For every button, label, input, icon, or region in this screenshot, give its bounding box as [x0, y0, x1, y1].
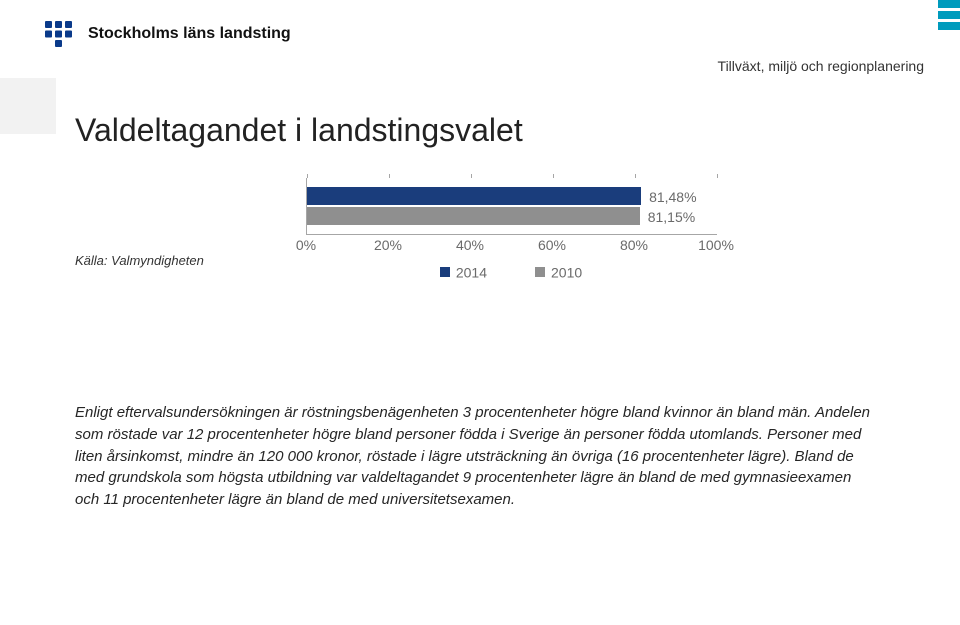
legend-swatch — [535, 267, 545, 277]
legend-label: 2010 — [551, 264, 582, 280]
legend-item: 2010 — [535, 263, 582, 280]
org-name: Stockholms läns landsting — [88, 25, 291, 43]
gray-accent-block — [0, 78, 56, 134]
x-tick-label: 80% — [620, 237, 648, 253]
body-text: Enligt eftervalsundersökningen är röstni… — [75, 402, 875, 511]
x-tick-label: 0% — [296, 237, 316, 253]
x-tick-label: 20% — [374, 237, 402, 253]
x-tick-label: 60% — [538, 237, 566, 253]
department-label: Tillväxt, miljö och regionplanering — [718, 58, 924, 74]
chart-x-axis: 0%20%40%60%80%100% — [306, 237, 716, 259]
chart-plot-area: 81,48% 81,15% — [306, 178, 717, 235]
x-tick-label: 40% — [456, 237, 484, 253]
chart: 81,48%81,15% 0%20%40%60%80%100% 20142010 — [306, 178, 806, 280]
org-logo: Stockholms läns landsting — [40, 16, 291, 52]
chart-bar-label: 81,48% — [649, 189, 696, 205]
source-label: Källa: Valmyndigheten — [75, 253, 204, 268]
x-tick-label: 100% — [698, 237, 734, 253]
corner-accent — [938, 0, 960, 33]
header: Stockholms läns landsting Tillväxt, milj… — [0, 0, 960, 70]
chart-bar — [307, 207, 640, 225]
chart-bar — [307, 187, 641, 205]
legend-item: 2014 — [440, 263, 487, 280]
legend-swatch — [440, 267, 450, 277]
logo-icon — [40, 16, 78, 52]
slide-title: Valdeltagandet i landstingsvalet — [75, 112, 523, 149]
chart-legend: 2014 2010 — [306, 263, 716, 280]
legend-label: 2014 — [456, 264, 487, 280]
chart-bar-label: 81,15% — [648, 209, 695, 225]
slide: Stockholms läns landsting Tillväxt, milj… — [0, 0, 960, 625]
